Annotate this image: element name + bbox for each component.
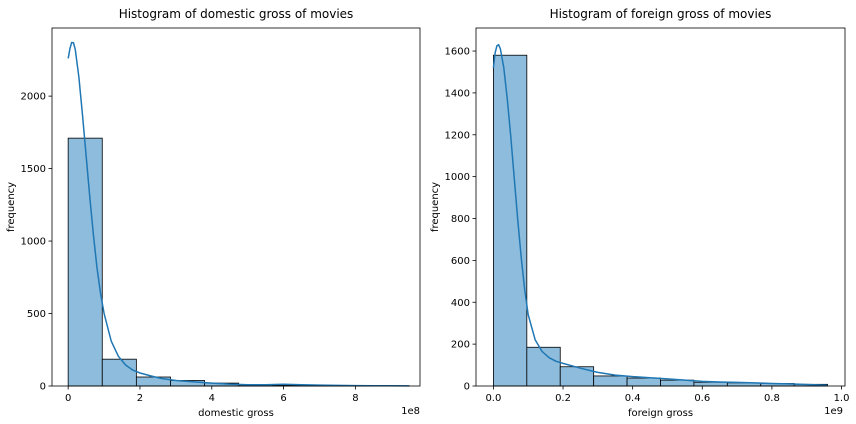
x-tick-label: 0.0 bbox=[485, 393, 501, 404]
chart-panel-2: 0.0 0.2 0.4 0.6 0.8 1.0 0 200 400 600 800 1000 1200 1… bbox=[430, 7, 849, 419]
kde-line bbox=[67, 41, 410, 387]
x-axis-label: foreign gross bbox=[628, 408, 693, 419]
y-tick-label: 1000 bbox=[21, 237, 46, 248]
y-tick-label: 1400 bbox=[445, 88, 470, 99]
x-axis-label: domestic gross bbox=[198, 408, 274, 419]
y-tick-label: 600 bbox=[451, 256, 470, 267]
x-tick-label: 4 bbox=[209, 393, 215, 404]
y-tick-label: 200 bbox=[451, 340, 470, 351]
axes-frame bbox=[51, 27, 421, 387]
y-tick-label: 2000 bbox=[21, 92, 46, 103]
x-tick-label: 6 bbox=[280, 393, 286, 404]
x-axis-offset-label: 1e8 bbox=[401, 406, 420, 417]
y-tick-label: 500 bbox=[27, 309, 46, 320]
y-tick-label: 800 bbox=[451, 214, 470, 225]
x-tick-label: 1.0 bbox=[834, 393, 850, 404]
y-tick-label: 1600 bbox=[445, 47, 470, 58]
x-tick-label: 2 bbox=[137, 393, 143, 404]
x-tick-label: 0.8 bbox=[764, 393, 780, 404]
histogram-bar bbox=[101, 358, 137, 387]
histogram-bar bbox=[626, 377, 661, 387]
y-axis-label: frequency bbox=[6, 182, 17, 232]
x-axis-offset-label: 1e9 bbox=[824, 406, 843, 417]
x-tick-label: 0.6 bbox=[694, 393, 710, 404]
y-tick-label: 1200 bbox=[445, 130, 470, 141]
y-tick-label: 0 bbox=[40, 382, 46, 393]
kde-line bbox=[492, 43, 828, 386]
x-tick-label: 0 bbox=[65, 393, 71, 404]
histogram-bar bbox=[67, 137, 103, 387]
x-tick-label: 0.4 bbox=[625, 393, 641, 404]
chart-title: Histogram of foreign gross of movies bbox=[550, 7, 772, 21]
histogram-bar bbox=[593, 375, 628, 387]
chart-title: Histogram of domestic gross of movies bbox=[119, 7, 354, 21]
x-tick-label: 0.2 bbox=[555, 393, 571, 404]
axes-frame bbox=[475, 27, 846, 387]
y-tick-label: 1500 bbox=[21, 164, 46, 175]
histogram-bar bbox=[493, 54, 528, 387]
y-axis-label: frequency bbox=[430, 182, 441, 232]
y-tick-label: 400 bbox=[451, 298, 470, 309]
y-tick-label: 1000 bbox=[445, 172, 470, 183]
x-tick-label: 8 bbox=[352, 393, 358, 404]
y-tick-label: 0 bbox=[464, 382, 470, 393]
chart-panel-1: 0 2 4 6 8 0 500 1000 1500 2000 Histogram of domest… bbox=[6, 7, 421, 419]
